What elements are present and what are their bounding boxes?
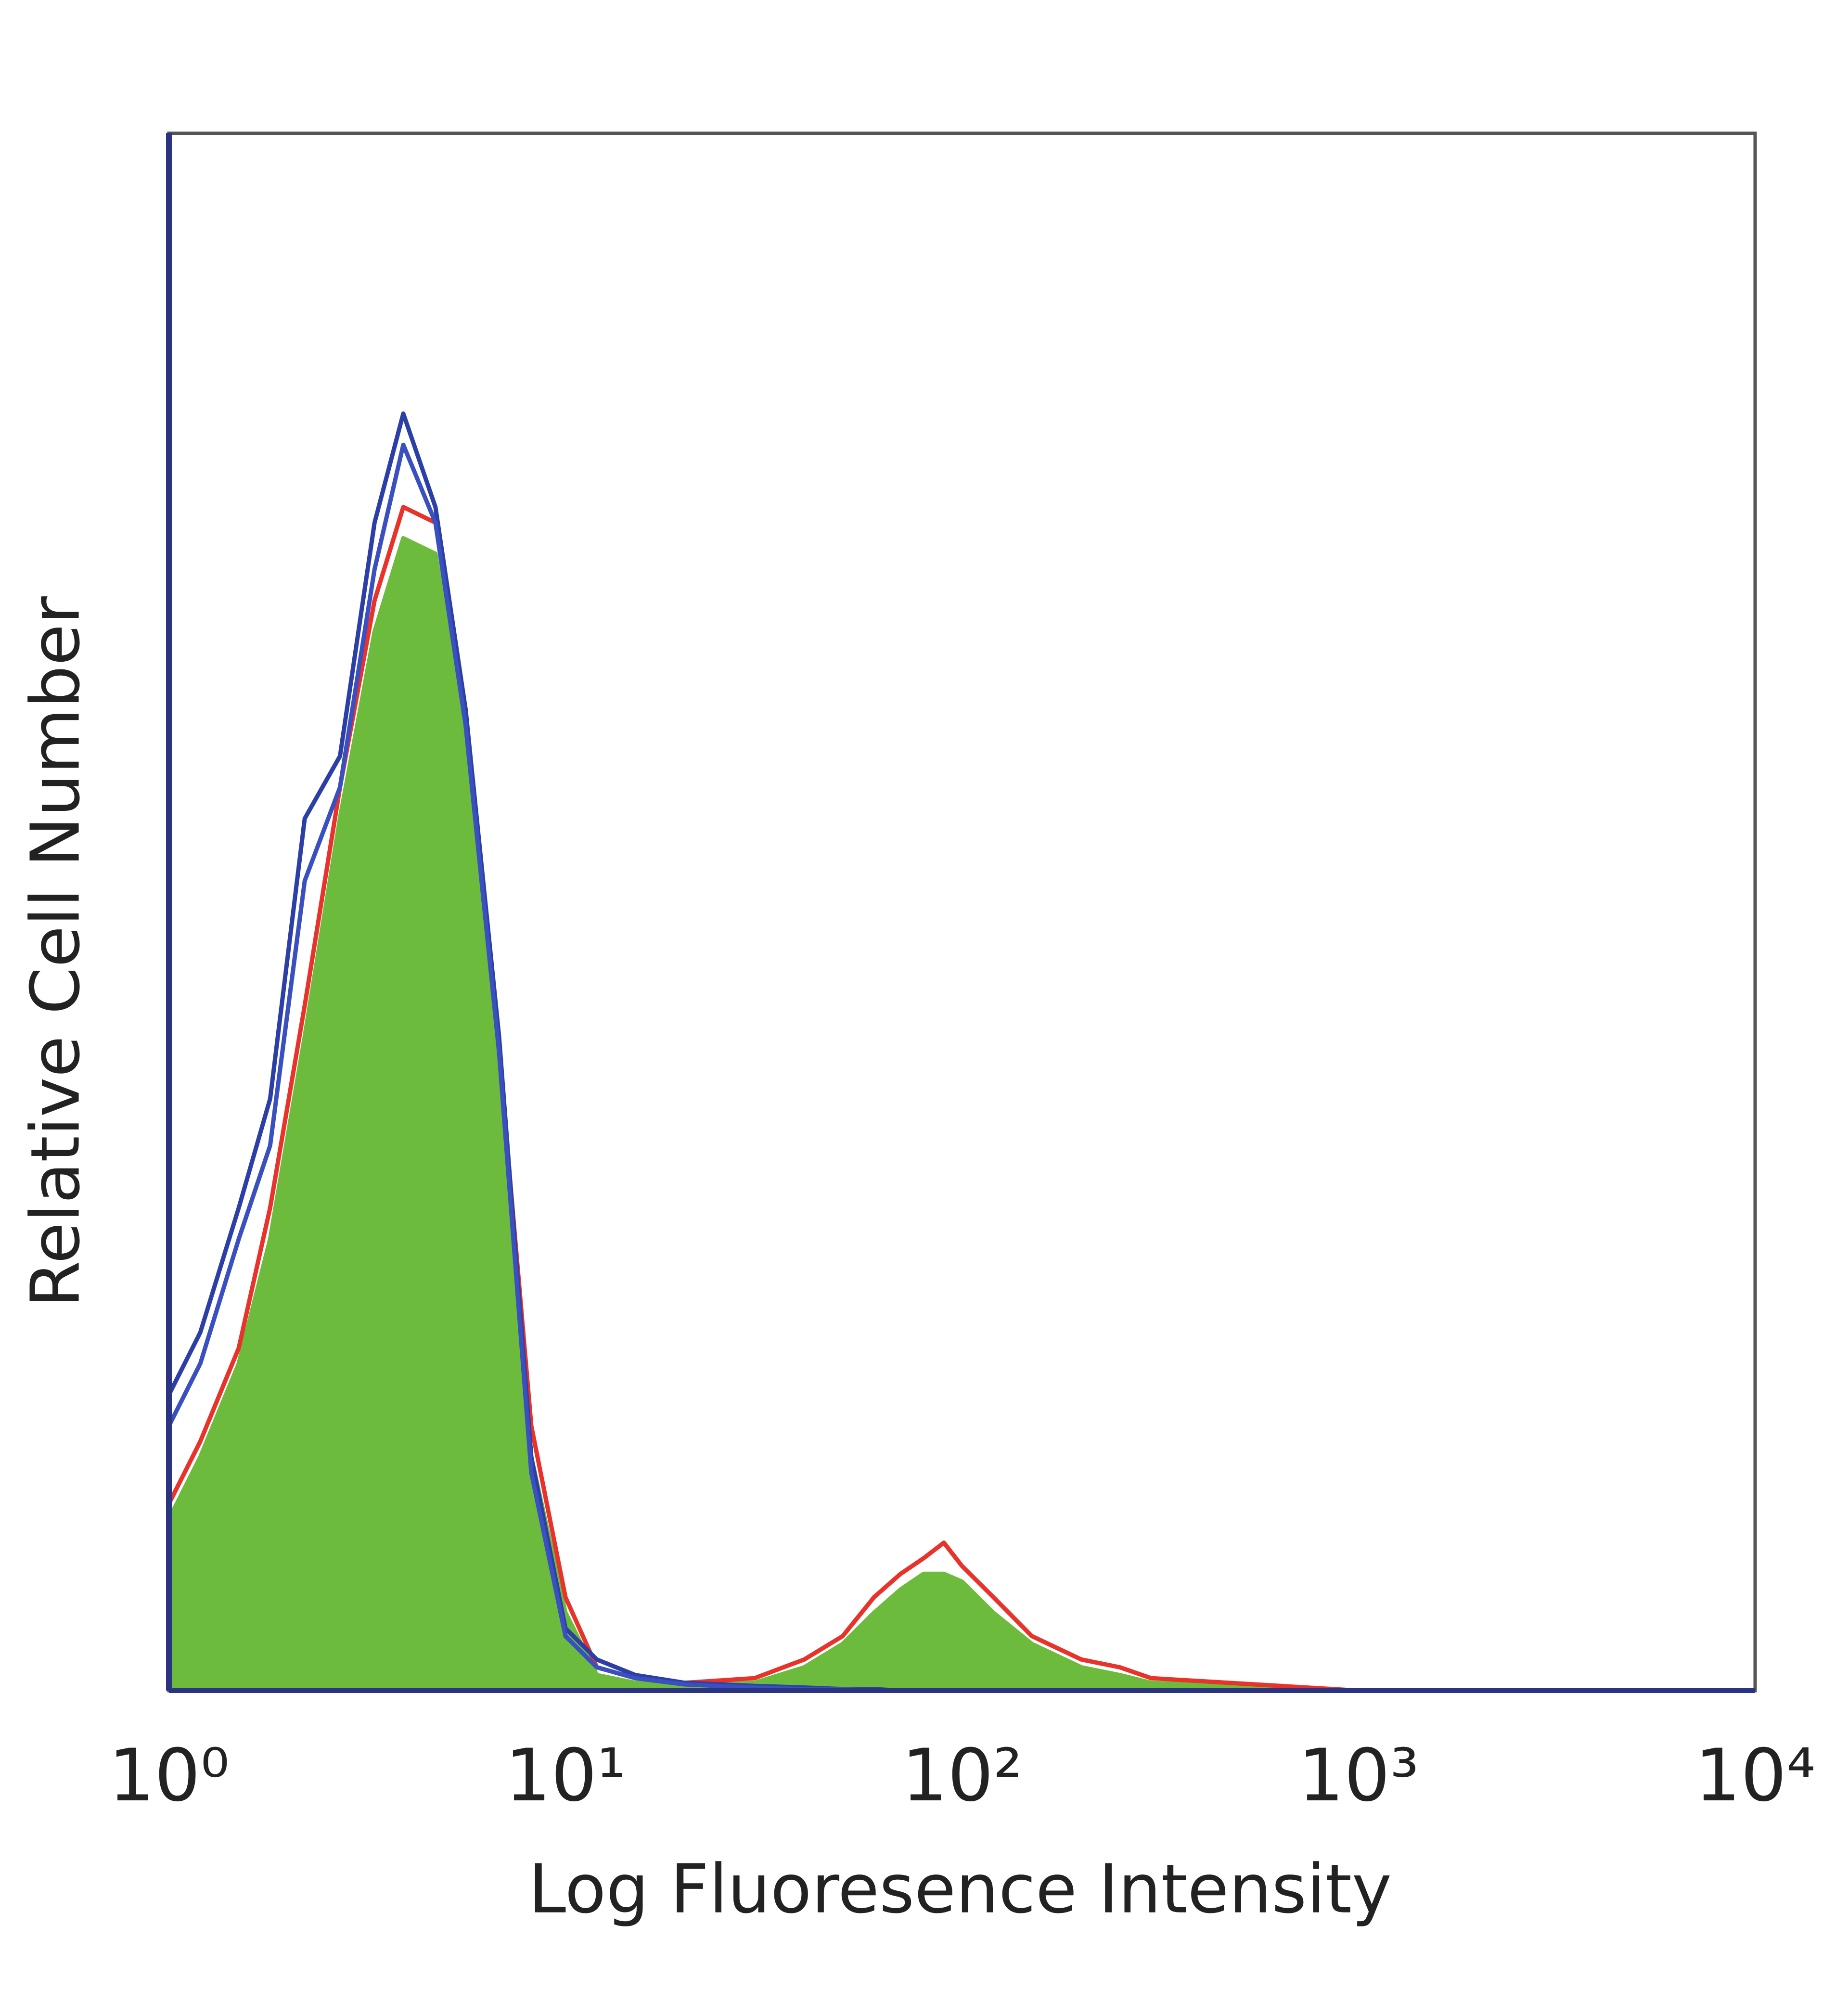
x-tick-label: 10¹ xyxy=(505,1734,626,1818)
x-tick-label: 10³ xyxy=(1298,1734,1419,1818)
histogram-area xyxy=(169,538,1755,1691)
y-axis-label: Relative Cell Number xyxy=(17,596,95,1308)
x-tick-label: 10² xyxy=(901,1734,1022,1818)
x-tick-label: 10⁰ xyxy=(108,1734,229,1818)
x-tick-label: 10⁴ xyxy=(1694,1734,1815,1818)
x-axis-label: Log Fluoresence Intensity xyxy=(528,1850,1392,1929)
